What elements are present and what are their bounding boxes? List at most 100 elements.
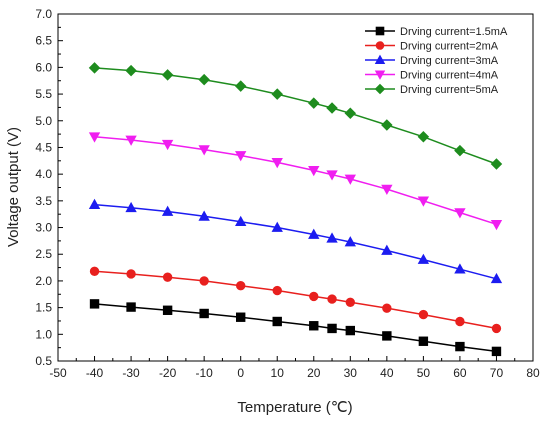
data-point <box>88 198 101 209</box>
data-point <box>381 119 393 131</box>
legend-item: Drving current=3mA <box>365 54 499 67</box>
series-group <box>88 62 503 357</box>
data-point <box>327 323 337 334</box>
y-tick-label: 7.0 <box>35 7 52 21</box>
data-point <box>126 269 136 279</box>
legend-marker <box>374 83 386 95</box>
data-point <box>271 88 283 100</box>
data-point <box>198 210 210 221</box>
legend-item: Drving current=5mA <box>365 83 499 96</box>
data-point <box>418 336 429 346</box>
data-point <box>326 170 338 181</box>
legend-marker <box>375 26 385 36</box>
data-point <box>308 97 320 109</box>
data-point <box>344 174 356 185</box>
legend-marker <box>374 54 386 64</box>
x-tick-label: 30 <box>344 366 358 380</box>
x-tick-label: 70 <box>490 366 504 380</box>
data-point <box>491 346 502 357</box>
y-tick-label: 0.5 <box>35 354 52 368</box>
y-axis-title: Voltage output (V) <box>5 127 22 247</box>
data-point <box>417 196 430 207</box>
data-point <box>309 291 319 302</box>
y-tick-label: 2.0 <box>35 274 52 288</box>
data-point <box>417 131 430 143</box>
x-tick-label: 80 <box>526 366 540 380</box>
x-tick-label: 10 <box>271 366 285 380</box>
y-tick-label: 3.0 <box>35 221 52 235</box>
x-tick-label: -10 <box>195 366 213 380</box>
data-point <box>272 285 282 296</box>
data-point <box>125 201 137 213</box>
y-tick-label: 6.0 <box>35 60 52 74</box>
data-point <box>490 158 503 170</box>
y-tick-label: 5.0 <box>35 114 52 128</box>
data-point <box>326 232 338 243</box>
series-5 <box>88 62 503 170</box>
series-line <box>94 67 497 165</box>
data-point <box>162 272 173 282</box>
data-point <box>162 305 173 315</box>
data-point <box>417 253 430 264</box>
legend-marker <box>374 70 386 80</box>
legend-label: Drving current=2mA <box>400 41 499 53</box>
data-point <box>309 321 319 331</box>
series-4 <box>88 132 503 231</box>
legend-item: Drving current=1.5mA <box>365 26 508 38</box>
data-point <box>490 272 503 284</box>
series-line <box>94 270 497 330</box>
data-point <box>381 244 393 255</box>
series-line <box>94 136 497 226</box>
x-tick-label: -30 <box>122 366 140 380</box>
data-point <box>418 309 429 320</box>
x-tick-label: 50 <box>417 366 431 380</box>
x-tick-label: 0 <box>237 366 244 380</box>
data-point <box>125 64 137 77</box>
data-point <box>490 219 503 231</box>
data-point <box>89 266 100 277</box>
x-tick-label: 20 <box>307 366 321 380</box>
x-tick-label: -40 <box>86 366 104 380</box>
data-point <box>344 236 356 247</box>
y-tick-label: 2.5 <box>35 247 52 261</box>
series-line <box>94 303 497 353</box>
y-tick-label: 1.5 <box>35 301 52 315</box>
data-point <box>491 323 502 334</box>
series-2 <box>89 266 502 334</box>
legend-label: Drving current=4mA <box>400 70 499 82</box>
data-point <box>88 62 101 74</box>
y-tick-label: 3.5 <box>35 194 52 208</box>
y-tick-label: 4.0 <box>35 167 52 181</box>
data-point <box>234 80 247 92</box>
series-1 <box>89 299 502 357</box>
data-point <box>126 302 136 312</box>
data-point <box>344 107 357 120</box>
data-point <box>327 294 337 304</box>
data-point <box>235 215 247 227</box>
x-tick-label: -50 <box>49 366 67 380</box>
data-point <box>345 325 356 336</box>
data-point <box>308 228 320 239</box>
data-point <box>272 316 282 327</box>
data-point <box>235 151 247 162</box>
data-point <box>382 331 392 341</box>
x-tick-label: 60 <box>453 366 467 380</box>
legend-label: Drving current=3mA <box>400 55 499 67</box>
data-point <box>454 144 466 157</box>
data-point <box>454 263 466 274</box>
data-point <box>199 308 209 319</box>
legend: Drving current=1.5mA Drving current=2mA Dr… <box>365 26 508 96</box>
data-point <box>161 205 174 216</box>
data-point <box>271 158 283 169</box>
axes: -50 -40 -30 -20 -10 0 10 20 30 40 50 60 70 80 0.5 1.0 1.… <box>35 7 540 380</box>
data-point <box>89 299 100 309</box>
data-point <box>199 276 209 286</box>
legend-label: Drving current=5mA <box>400 84 499 96</box>
legend-item: Drving current=4mA <box>365 70 499 82</box>
y-tick-label: 6.5 <box>35 34 52 48</box>
legend-item: Drving current=2mA <box>365 41 499 53</box>
data-point <box>308 166 320 177</box>
data-point <box>88 132 101 143</box>
series-3 <box>88 198 503 284</box>
